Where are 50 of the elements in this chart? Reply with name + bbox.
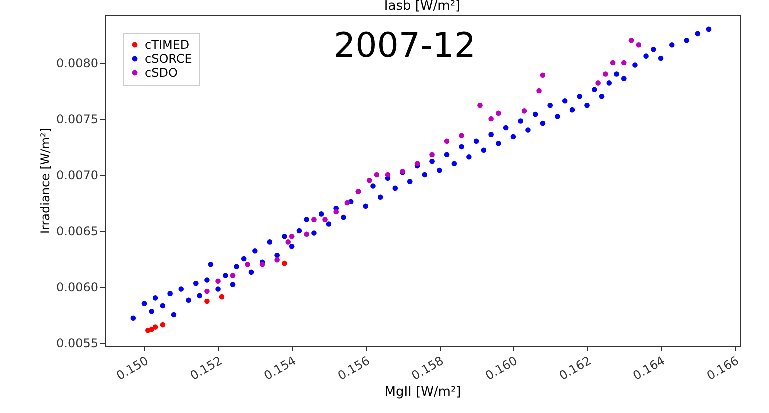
point (621, 60, 627, 66)
y-tick-label: 0.0080 (56, 56, 98, 71)
point (385, 172, 391, 178)
point (312, 217, 317, 222)
point (260, 262, 266, 268)
point (366, 178, 372, 184)
point (536, 88, 542, 94)
point (610, 60, 616, 66)
point (274, 257, 280, 263)
legend-label: cSORCE (145, 52, 192, 66)
point (636, 42, 642, 48)
point (374, 172, 380, 178)
point (245, 262, 250, 268)
legend-label: cTIMED (145, 38, 190, 52)
point (603, 72, 608, 77)
point (322, 217, 328, 222)
y-axis-title: Irradiance [W/m²] (38, 128, 53, 234)
point (230, 273, 236, 278)
point (219, 294, 225, 300)
point (496, 110, 502, 116)
point (160, 322, 166, 328)
y-tick-label: 0.0055 (56, 336, 98, 350)
point (286, 240, 292, 245)
point (204, 298, 210, 304)
point (304, 232, 310, 237)
chart-title: Iasb [W/m²] (384, 0, 461, 14)
point (540, 72, 546, 78)
y-tick-label: 0.0070 (56, 168, 98, 183)
point (414, 161, 420, 166)
point (628, 38, 634, 44)
point (459, 133, 464, 138)
point (216, 278, 221, 284)
point (334, 209, 339, 215)
point (444, 138, 450, 144)
point (152, 324, 158, 330)
point (344, 200, 350, 206)
x-axis-title: MgII [W/m²] (384, 385, 462, 400)
annotation: 2007-12 (334, 26, 476, 66)
y-tick-label: 0.0065 (56, 224, 98, 238)
point (488, 116, 494, 122)
point (289, 234, 295, 240)
legend-label: cSDO (145, 66, 178, 80)
point (522, 108, 528, 114)
point (596, 80, 601, 86)
point (204, 288, 210, 294)
y-tick-label: 0.0060 (56, 280, 98, 294)
point (282, 260, 288, 266)
point (430, 152, 435, 158)
y-tick-label: 0.0075 (56, 112, 98, 127)
point (478, 102, 483, 108)
